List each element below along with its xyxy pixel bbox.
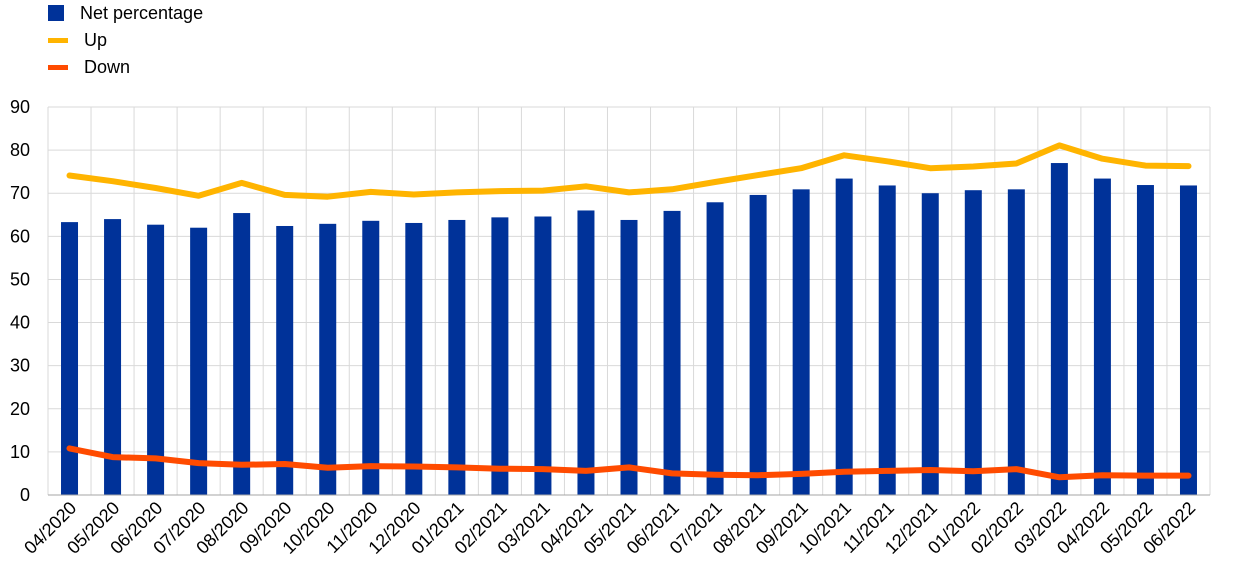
bar [276,225,294,495]
y-tick-label: 50 [10,269,30,289]
bar [577,210,595,495]
legend-label-net-percentage: Net percentage [80,2,204,23]
y-tick-label: 80 [10,140,30,160]
y-tick-label: 20 [10,399,30,419]
legend-label-down: Down [84,56,131,77]
legend-swatch-up [48,37,68,43]
bar [792,189,810,495]
bar [1136,185,1154,495]
bar [147,224,165,495]
bar [491,217,509,495]
bar [1093,178,1111,495]
bar [190,227,208,495]
bar [964,190,982,495]
y-tick-label: 40 [10,313,30,333]
bar [233,213,251,495]
bar [1050,163,1068,496]
bar [534,216,552,495]
bar [921,193,939,495]
legend-item-up: Up [48,28,107,52]
legend-item-net-percentage: Net percentage [48,1,203,25]
legend-item-down: Down [48,55,130,79]
bar [61,222,79,495]
bar [749,194,767,496]
bar [663,210,681,496]
legend-swatch-down [48,64,68,70]
series-line-up [66,142,1192,200]
bar [706,202,724,495]
legend-label-up: Up [84,29,108,50]
bar [362,220,380,495]
y-tick-label: 30 [10,356,30,376]
y-tick-label: 90 [10,97,30,117]
bar [405,222,423,496]
bar [1007,189,1025,495]
bar [104,219,122,496]
bar [835,178,853,495]
bar [448,219,466,495]
y-tick-label: 60 [10,226,30,246]
legend-swatch-net-percentage [48,5,64,21]
series-line-down [66,445,1192,481]
y-tick-label: 70 [10,183,30,203]
y-tick-label: 0 [20,485,30,505]
y-tick-label: 10 [10,442,30,462]
bar [319,223,337,495]
bar [878,185,896,495]
bar [1179,185,1197,495]
bar [620,219,638,495]
